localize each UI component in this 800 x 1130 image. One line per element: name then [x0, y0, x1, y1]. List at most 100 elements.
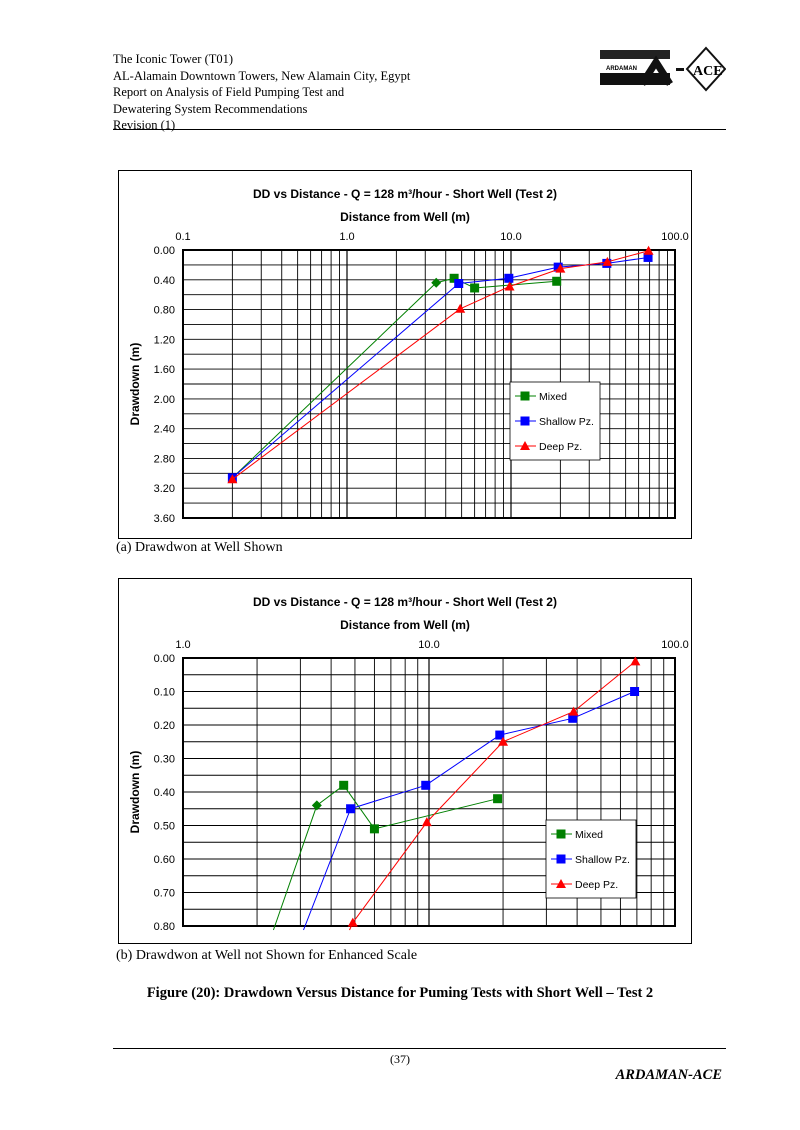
- x-axis-label: Distance from Well (m): [340, 210, 470, 224]
- y-tick-label: 0.60: [154, 854, 175, 866]
- series-group: [227, 245, 654, 484]
- svg-text:ARDAMAN: ARDAMAN: [606, 66, 637, 72]
- series-line-2: [573, 660, 636, 712]
- series-line-1: [350, 784, 426, 810]
- figure-caption: Figure (20): Drawdown Versus Distance fo…: [146, 985, 654, 1001]
- svg-text:ACE: ACE: [693, 64, 723, 79]
- shallow-marker: [495, 730, 505, 740]
- deep-marker: [520, 441, 530, 450]
- legend-label: Deep Pz.: [575, 879, 618, 891]
- series-line-2: [426, 741, 504, 823]
- chart-a: DD vs Distance - Q = 128 m³/hour - Short…: [118, 170, 692, 539]
- x-tick-label: 1.0: [175, 639, 190, 651]
- header-divider: [113, 129, 726, 130]
- y-tick-label: 0.80: [154, 305, 175, 317]
- x-tick-label: 1.0: [339, 231, 354, 243]
- legend-label: Mixed: [575, 829, 603, 841]
- y-tick-label: 2.80: [154, 453, 175, 465]
- mixed-marker: [556, 829, 566, 839]
- shallow-marker: [630, 687, 640, 696]
- y-tick-label: 0.70: [154, 888, 175, 900]
- y-tick-label: 0.80: [154, 921, 175, 933]
- report-header: The Iconic Tower (T01) AL-Alamain Downto…: [113, 51, 410, 134]
- header-line: Report on Analysis of Field Pumping Test…: [113, 85, 345, 99]
- y-tick-label: 0.00: [154, 245, 175, 257]
- x-tick-label: 10.0: [500, 231, 521, 243]
- y-tick-label: 1.60: [154, 364, 175, 376]
- plot-area: [182, 657, 676, 927]
- chart-title: DD vs Distance - Q = 128 m³/hour - Short…: [253, 595, 557, 609]
- x-tick-label: 100.0: [661, 639, 689, 651]
- mixed-marker: [339, 780, 349, 790]
- y-axis-label: Drawdown (m): [128, 343, 142, 426]
- series-line-1: [303, 808, 352, 931]
- series-line-2: [502, 711, 574, 743]
- legend-label: Shallow Pz.: [575, 854, 630, 866]
- shallow-marker: [553, 262, 563, 272]
- x-tick-label: 0.1: [175, 231, 190, 243]
- deep-marker: [602, 256, 613, 266]
- y-tick-label: 3.60: [154, 513, 175, 525]
- series-group: [272, 656, 641, 931]
- shallow-marker: [520, 416, 530, 426]
- y-axis-label: Drawdown (m): [128, 751, 142, 834]
- y-tick-label: 3.20: [154, 483, 175, 495]
- deep-marker: [421, 817, 432, 827]
- mixed-marker: [431, 277, 442, 288]
- mixed-marker: [449, 273, 459, 283]
- header-line: The Iconic Tower (T01): [113, 52, 234, 66]
- series-line-2: [232, 308, 461, 480]
- y-tick-label: 0.40: [154, 787, 175, 799]
- shallow-marker: [454, 279, 464, 288]
- y-tick-label: 0.10: [154, 687, 175, 699]
- y-tick-label: 1.20: [154, 334, 175, 346]
- deep-marker: [504, 281, 515, 291]
- mixed-marker: [369, 824, 379, 834]
- legend-label: Shallow Pz.: [539, 416, 594, 428]
- shallow-marker: [346, 804, 356, 814]
- series-line-2: [459, 286, 510, 310]
- shallow-marker: [421, 780, 431, 790]
- series-line-0: [343, 785, 375, 830]
- ardaman-ace-logo: ARDAMAN ACE: [600, 46, 726, 92]
- deep-marker: [556, 879, 566, 888]
- header-line: AL-Alamain Downtown Towers, New Alamain …: [113, 68, 411, 83]
- deep-marker: [555, 263, 566, 273]
- series-line-1: [499, 717, 573, 736]
- y-tick-label: 0.00: [154, 653, 175, 665]
- mixed-marker: [493, 794, 503, 804]
- chart-b-svg: DD vs Distance - Q = 128 m³/hour - Short…: [128, 595, 689, 933]
- shallow-marker: [568, 713, 578, 723]
- deep-marker: [498, 736, 509, 746]
- series-line-0: [272, 805, 318, 931]
- header-line: Dewatering System Recommendations: [113, 101, 308, 116]
- deep-marker: [455, 303, 466, 313]
- mixed-marker: [311, 800, 322, 811]
- chart-title: DD vs Distance - Q = 128 m³/hour - Short…: [253, 187, 557, 201]
- series-line-1: [458, 277, 509, 284]
- mixed-marker: [470, 283, 480, 293]
- deep-marker: [630, 656, 641, 666]
- y-tick-label: 0.40: [154, 275, 175, 287]
- series-line-1: [572, 691, 635, 719]
- x-tick-label: 10.0: [418, 639, 439, 651]
- mixed-marker: [520, 391, 530, 401]
- legend-label: Mixed: [539, 391, 567, 403]
- mixed-marker: [552, 276, 562, 286]
- caption-b: (b) Drawdwon at Well not Shown for Enhan…: [116, 948, 418, 963]
- deep-marker: [227, 474, 238, 484]
- series-line-2: [560, 261, 608, 270]
- shallow-marker: [643, 252, 653, 262]
- series-line-1: [425, 734, 501, 786]
- y-tick-label: 0.30: [154, 754, 175, 766]
- deep-marker: [568, 706, 579, 716]
- page-number: (37): [390, 1052, 410, 1066]
- series-line-2: [509, 268, 561, 287]
- y-tick-label: 0.50: [154, 821, 175, 833]
- footer-brand: ARDAMAN-ACE: [615, 1067, 722, 1083]
- series-line-0: [374, 798, 498, 830]
- deep-marker: [347, 917, 358, 927]
- x-tick-label: 100.0: [661, 231, 689, 243]
- shallow-marker: [556, 854, 566, 864]
